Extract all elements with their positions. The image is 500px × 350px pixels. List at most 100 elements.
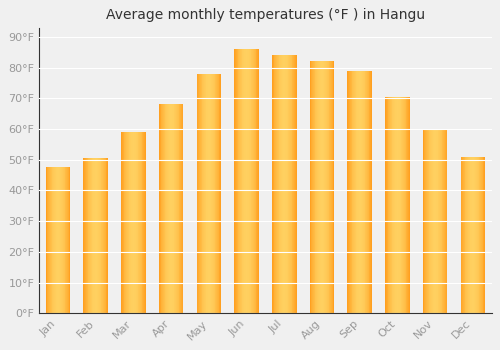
Bar [131, 132, 132, 313]
Bar [353, 71, 354, 313]
Bar [439, 129, 440, 313]
Bar [136, 132, 138, 313]
Bar [402, 97, 403, 313]
Bar [144, 132, 145, 313]
Bar [67, 167, 68, 313]
Bar [288, 55, 289, 313]
Bar [162, 104, 163, 313]
Bar [430, 129, 431, 313]
Bar [92, 158, 94, 313]
Bar [444, 129, 445, 313]
Bar [239, 49, 240, 313]
Bar [280, 55, 281, 313]
Bar [366, 71, 367, 313]
Bar [203, 74, 204, 313]
Bar [318, 62, 320, 313]
Bar [292, 55, 294, 313]
Bar [236, 49, 237, 313]
Bar [249, 49, 250, 313]
Bar [128, 132, 130, 313]
Bar [138, 132, 139, 313]
Bar [407, 97, 408, 313]
Title: Average monthly temperatures (°F ) in Hangu: Average monthly temperatures (°F ) in Ha… [106, 8, 425, 22]
Bar [321, 62, 322, 313]
Bar [103, 158, 104, 313]
Bar [312, 62, 313, 313]
Bar [355, 71, 356, 313]
Bar [46, 167, 48, 313]
Bar [57, 167, 58, 313]
Bar [210, 74, 212, 313]
Bar [254, 49, 256, 313]
Bar [173, 104, 174, 313]
Bar [89, 158, 90, 313]
Bar [474, 157, 476, 313]
Bar [134, 132, 135, 313]
Bar [107, 158, 108, 313]
Bar [237, 49, 238, 313]
Bar [464, 157, 466, 313]
Bar [462, 157, 463, 313]
Bar [294, 55, 295, 313]
Bar [363, 71, 364, 313]
Bar [182, 104, 184, 313]
Bar [68, 167, 70, 313]
Bar [348, 71, 349, 313]
Bar [440, 129, 441, 313]
Bar [91, 158, 92, 313]
Bar [96, 158, 98, 313]
Bar [470, 157, 471, 313]
Bar [214, 74, 216, 313]
Bar [208, 74, 209, 313]
Bar [258, 49, 259, 313]
Bar [317, 62, 318, 313]
Bar [253, 49, 254, 313]
Bar [364, 71, 366, 313]
Bar [431, 129, 432, 313]
Bar [168, 104, 170, 313]
Bar [362, 71, 363, 313]
Bar [167, 104, 168, 313]
Bar [290, 55, 291, 313]
Bar [371, 71, 372, 313]
Bar [202, 74, 203, 313]
Bar [88, 158, 89, 313]
Bar [368, 71, 370, 313]
Bar [94, 158, 95, 313]
Bar [257, 49, 258, 313]
Bar [90, 158, 91, 313]
Bar [86, 158, 87, 313]
Bar [424, 129, 426, 313]
Bar [446, 129, 448, 313]
Bar [278, 55, 280, 313]
Bar [163, 104, 164, 313]
Bar [441, 129, 442, 313]
Bar [387, 97, 388, 313]
Bar [181, 104, 182, 313]
Bar [428, 129, 430, 313]
Bar [246, 49, 248, 313]
Bar [358, 71, 359, 313]
Bar [124, 132, 126, 313]
Bar [477, 157, 478, 313]
Bar [481, 157, 482, 313]
Bar [218, 74, 220, 313]
Bar [95, 158, 96, 313]
Bar [159, 104, 160, 313]
Bar [235, 49, 236, 313]
Bar [139, 132, 140, 313]
Bar [323, 62, 324, 313]
Bar [256, 49, 257, 313]
Bar [206, 74, 207, 313]
Bar [145, 132, 146, 313]
Bar [171, 104, 172, 313]
Bar [123, 132, 124, 313]
Bar [435, 129, 436, 313]
Bar [482, 157, 484, 313]
Bar [324, 62, 326, 313]
Bar [370, 71, 371, 313]
Bar [406, 97, 407, 313]
Bar [170, 104, 171, 313]
Bar [352, 71, 353, 313]
Bar [403, 97, 404, 313]
